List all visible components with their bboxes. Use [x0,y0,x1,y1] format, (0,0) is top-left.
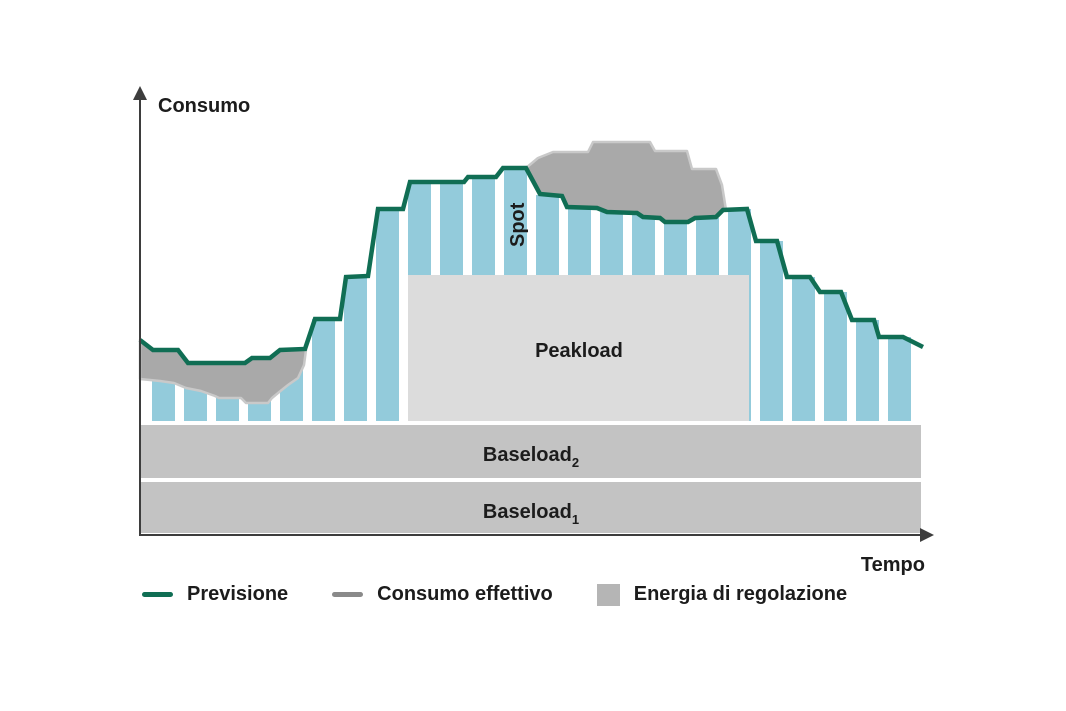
legend-label-forecast: Previsione [187,583,289,605]
x-axis-label: Tempo [861,554,925,576]
chart-labels: Consumo Tempo Spot Peakload Baseload2 Ba… [158,95,925,576]
axes [133,86,934,542]
spot-bar [824,292,847,421]
baseload1-label: Baseload1 [483,501,579,527]
peakload-block [408,275,749,421]
actual-consumption-line-swatch [332,592,364,597]
spot-bar [888,337,911,421]
legend-label-regulation-energy: Energia di regolazione [633,583,848,605]
y-axis-arrow-icon [133,86,147,100]
spot-bar [856,320,879,421]
baseload2-label: Baseload2 [483,444,579,470]
legend-label-actual-consumption: Consumo effettivo [377,583,553,605]
forecast-line-swatch [142,592,173,597]
legend-item-regulation-energy: Energia di regolazione [596,583,848,606]
legend-item-forecast: Previsione [142,583,288,606]
baseload-band-1 [140,482,921,533]
regulation-energy-swatch [596,583,620,606]
x-axis-arrow-icon [920,528,934,542]
forecast-line [138,165,925,366]
spot-bar [760,241,783,421]
spot-bar [792,277,815,421]
spot-bar [376,209,399,421]
legend: Previsione Consumo effettivo Energia di … [142,583,847,606]
spot-label: Spot [507,202,529,247]
legend-item-actual-consumption: Consumo effettivo [332,583,553,606]
y-axis-label: Consumo [158,95,250,117]
spot-bar [312,319,335,421]
spot-bar [344,276,367,421]
peakload-label: Peakload [535,340,623,362]
chart-layers [138,140,925,533]
baseload-band-2 [140,425,921,478]
